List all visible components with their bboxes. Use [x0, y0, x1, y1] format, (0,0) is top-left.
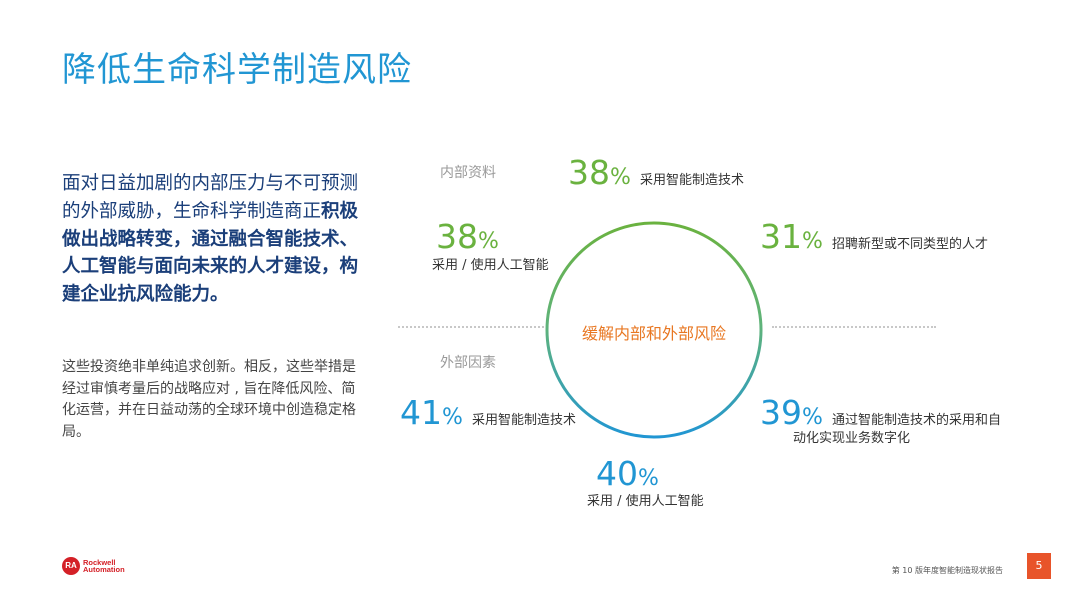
- external-section-label: 外部因素: [440, 355, 496, 371]
- stat-label: 招聘新型或不同类型的人才: [832, 237, 989, 252]
- external-stat-ai: 40%: [596, 457, 659, 490]
- stat-value: 41: [400, 393, 442, 432]
- external-stat-digitalization: 39% 通过智能制造技术的采用和自: [760, 396, 1001, 429]
- lead-text: 面对日益加剧的内部压力与不可预测的外部威胁，生命科学制造商正: [62, 173, 359, 222]
- lead-text-bold: 积极做出战略转变，通过融合智能技术、人工智能与面向未来的人才建设，构建企业抗风险…: [62, 200, 359, 305]
- logo-wordmark: Rockwell Automation: [83, 557, 125, 574]
- stat-value: 31: [760, 217, 802, 256]
- stat-label: 采用智能制造技术: [472, 413, 577, 428]
- rockwell-logo: RA Rockwell Automation: [62, 557, 125, 575]
- stat-value: 38: [436, 217, 478, 256]
- percent-sign: %: [610, 165, 631, 190]
- left-divider: [398, 326, 544, 328]
- stat-label-continued: 动化实现业务数字化: [793, 431, 911, 446]
- stat-value: 39: [760, 393, 802, 432]
- body-paragraph: 这些投资绝非单纯追求创新。相反，这些举措是经过审慎考量后的战略应对 , 旨在降低…: [62, 359, 356, 441]
- logo-line: Automation: [83, 565, 125, 574]
- stat-label: 采用智能制造技术: [640, 173, 745, 188]
- stat-label: 采用 / 使用人工智能: [432, 258, 549, 273]
- percent-sign: %: [802, 405, 823, 430]
- page-number-badge: 5: [1027, 553, 1051, 579]
- internal-stat-talent: 31% 招聘新型或不同类型的人才: [760, 220, 988, 253]
- page-title: 降低生命科学制造风险: [62, 50, 412, 90]
- stat-label: 采用 / 使用人工智能: [587, 494, 704, 509]
- percent-sign: %: [802, 229, 823, 254]
- risk-circle: [545, 221, 763, 439]
- internal-stat-ai: 38%: [436, 220, 499, 253]
- lead-paragraph: 面对日益加剧的内部压力与不可预测的外部威胁，生命科学制造商正积极做出战略转变，通…: [62, 170, 372, 309]
- right-divider: [772, 326, 936, 328]
- percent-sign: %: [478, 229, 499, 254]
- logo-line: Rockwell: [83, 557, 116, 567]
- center-label: 缓解内部和外部风险: [581, 324, 726, 343]
- report-name: 第 10 版年度智能制造现状报告: [891, 566, 1003, 575]
- percent-sign: %: [442, 405, 463, 430]
- stat-label: 通过智能制造技术的采用和自: [832, 413, 1002, 428]
- stat-value: 38: [568, 153, 610, 192]
- internal-section-label: 内部资料: [440, 165, 496, 181]
- internal-stat-smart-mfg: 38% 采用智能制造技术: [568, 156, 744, 189]
- stat-value: 40: [596, 454, 638, 493]
- external-stat-smart-mfg: 41% 采用智能制造技术: [400, 396, 576, 429]
- logo-mark: RA: [62, 557, 80, 575]
- percent-sign: %: [638, 466, 659, 491]
